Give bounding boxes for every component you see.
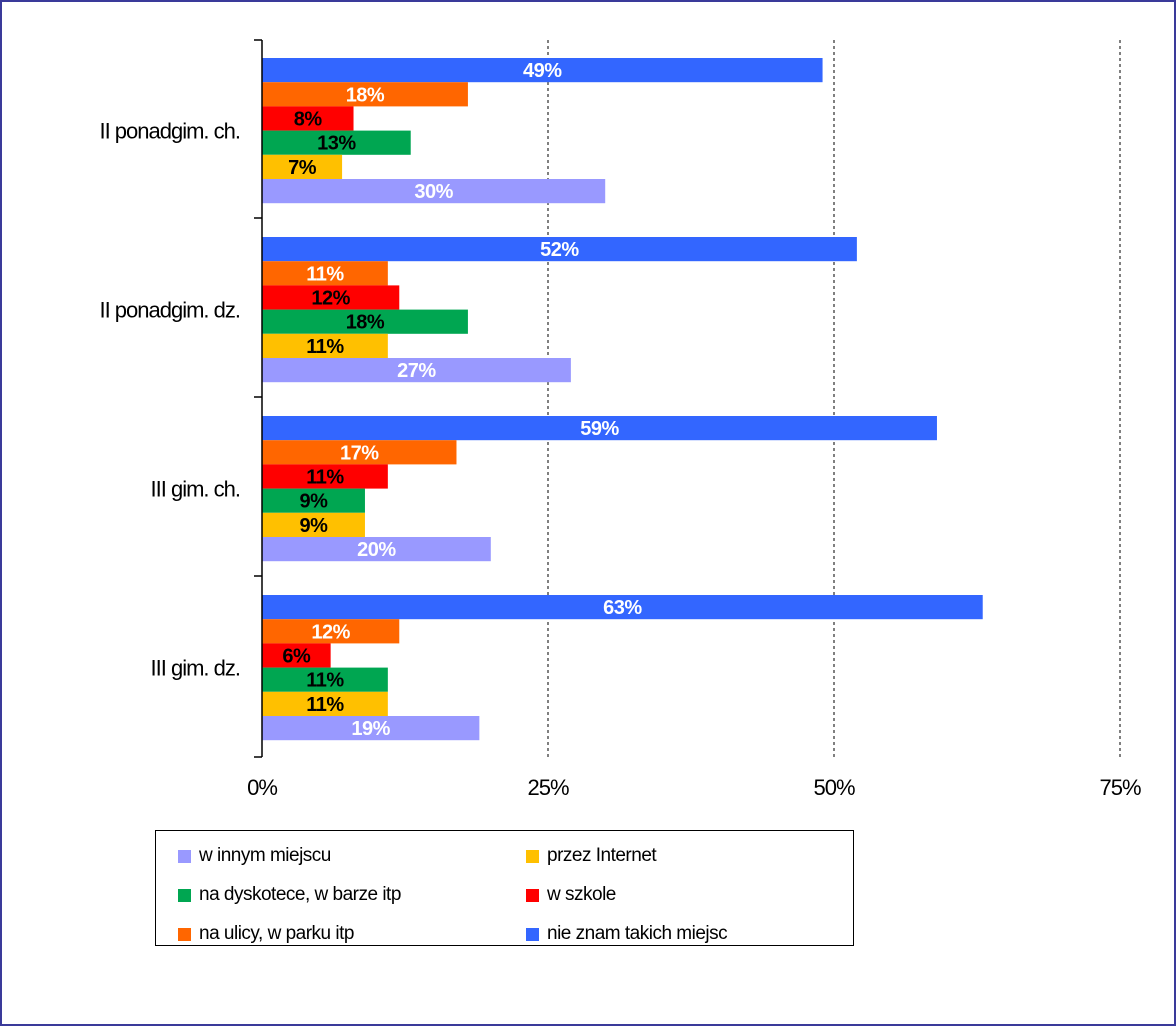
legend-swatch — [178, 888, 191, 902]
data-label: 8% — [294, 109, 323, 131]
data-label: 52% — [540, 239, 579, 261]
data-label: 11% — [306, 263, 344, 285]
bar — [262, 154, 343, 179]
bar — [262, 643, 331, 668]
legend-label: na ulicy, w parku itp — [199, 923, 354, 944]
data-label: 13% — [317, 133, 356, 155]
bar — [262, 333, 388, 358]
bar — [262, 691, 388, 716]
data-label: 30% — [414, 181, 453, 203]
data-label: 7% — [288, 157, 317, 179]
data-label: 18% — [346, 312, 385, 334]
bar — [262, 440, 457, 465]
bar — [262, 512, 365, 537]
legend-item: na ulicy, w parku itp — [178, 923, 354, 945]
data-label: 20% — [357, 539, 396, 561]
bar — [262, 237, 857, 262]
data-label: 11% — [306, 670, 344, 692]
x-tick-label: 0% — [247, 775, 277, 800]
bar — [262, 358, 571, 383]
data-label: 19% — [351, 718, 390, 740]
x-tick-label: 50% — [813, 775, 854, 800]
data-label: 11% — [306, 694, 344, 716]
legend-item: przez Internet — [526, 845, 657, 867]
legend-label: przez Internet — [547, 845, 657, 866]
data-label: 6% — [282, 646, 311, 668]
bar — [262, 179, 606, 204]
data-label: 12% — [311, 621, 350, 643]
legend-item: na dyskotece, w barze itp — [178, 884, 401, 906]
x-tick-label: 75% — [1099, 775, 1140, 800]
data-label: 27% — [397, 360, 436, 382]
legend-swatch — [526, 927, 539, 941]
legend-item: w innym miejscu — [178, 845, 331, 867]
bar — [262, 309, 468, 334]
bar — [262, 537, 491, 562]
legend-swatch — [526, 888, 539, 902]
data-label: 11% — [306, 336, 344, 358]
category-label: II ponadgim. dz. — [99, 298, 240, 323]
bar — [262, 261, 388, 286]
legend-label: w szkole — [547, 884, 616, 905]
bar — [262, 488, 365, 513]
data-label: 18% — [346, 84, 385, 106]
legend-label: w innym miejscu — [199, 845, 331, 866]
bar — [262, 464, 388, 489]
bar — [262, 416, 937, 441]
x-tick-label: 25% — [527, 775, 568, 800]
data-label: 12% — [311, 288, 350, 310]
legend-swatch — [178, 849, 191, 863]
legend-label: na dyskotece, w barze itp — [199, 884, 401, 905]
bar — [262, 58, 823, 83]
data-label: 11% — [306, 467, 344, 489]
category-label: II ponadgim. ch. — [99, 119, 240, 144]
legend: w innym miejscu przez Internet na dyskotec… — [155, 830, 854, 946]
bar — [262, 130, 411, 155]
legend-label: nie znam takich miejsc — [547, 923, 728, 944]
category-label: III gim. ch. — [151, 477, 240, 502]
data-label: 9% — [300, 491, 329, 513]
legend-item: w szkole — [526, 884, 616, 906]
bar — [262, 619, 400, 644]
category-label: III gim. dz. — [151, 656, 240, 681]
bar — [262, 106, 354, 131]
data-label: 63% — [603, 597, 642, 619]
bar — [262, 667, 388, 692]
bar — [262, 595, 983, 620]
data-label: 17% — [340, 442, 379, 464]
bar — [262, 285, 400, 310]
data-label: 49% — [523, 60, 562, 82]
legend-item: nie znam takich miejsc — [526, 923, 728, 945]
bar — [262, 716, 480, 741]
bar — [262, 82, 468, 107]
legend-swatch — [526, 849, 539, 863]
legend-swatch — [178, 927, 191, 941]
data-label: 9% — [300, 515, 329, 537]
data-label: 59% — [580, 418, 619, 440]
